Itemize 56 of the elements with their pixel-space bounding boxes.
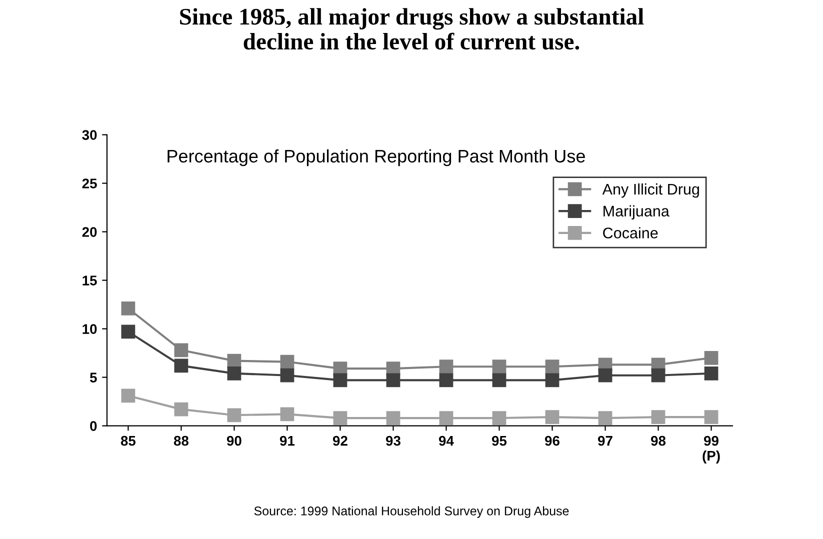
point [386, 373, 400, 388]
point [280, 354, 294, 369]
y-tick-label: 15 [82, 276, 97, 286]
legend-label: Marijuana [604, 205, 670, 220]
point [439, 360, 454, 374]
chart-title: Since 1985, all major drugs show a substantial decline in the level of current use. [180, 8, 644, 50]
point [492, 360, 506, 374]
point [333, 411, 348, 425]
point [651, 368, 666, 382]
point [492, 373, 506, 388]
point [280, 407, 294, 422]
point [704, 366, 718, 380]
text: Percentage of Population Reporting Past Month Use [168, 149, 585, 166]
point [386, 411, 400, 425]
y-tick-label: 20 [82, 227, 97, 237]
point [439, 411, 454, 425]
y-tick-label: 5 [90, 372, 97, 382]
x-tick-label: 96 [545, 436, 560, 446]
point [439, 373, 454, 388]
x-tick-label: 85 [120, 436, 136, 446]
point [598, 411, 612, 425]
point [227, 408, 242, 422]
x-tick-label: 90 [226, 436, 242, 446]
x-tick-label: 91 [280, 436, 295, 446]
legend-label: Cocaine [603, 227, 658, 238]
y-tick-label: 0 [90, 421, 97, 431]
x-tick-label: 95 [492, 436, 507, 446]
point [492, 411, 506, 425]
x-tick-label: 93 [386, 436, 400, 446]
y-tick-label: 25 [82, 178, 97, 188]
point [121, 324, 136, 339]
point [174, 343, 188, 358]
x-tick-label: 94 [438, 436, 454, 446]
x-tick-label: 98 [651, 436, 666, 446]
point [598, 368, 612, 382]
y-tick-label: 10 [82, 324, 97, 334]
point [704, 410, 718, 424]
point [174, 402, 188, 416]
x-tick-label: 97 [598, 436, 612, 446]
x-tick-label: 88 [174, 436, 188, 446]
x-tick-label: 99 (P) [702, 436, 720, 464]
point [651, 410, 666, 424]
source-note: Source: 1999 National Household Survey on Drug Abuse [254, 506, 569, 518]
point [545, 373, 560, 388]
legend-label: Any Illicit Drug [602, 183, 699, 198]
point [545, 360, 560, 374]
point [174, 358, 188, 373]
point [121, 388, 136, 403]
point [333, 373, 348, 388]
point [280, 368, 294, 382]
point [227, 366, 242, 380]
point [121, 301, 136, 316]
point [704, 350, 718, 365]
x-tick-label: 92 [332, 436, 348, 446]
point [545, 410, 560, 424]
y-tick-label: 30 [82, 130, 97, 140]
